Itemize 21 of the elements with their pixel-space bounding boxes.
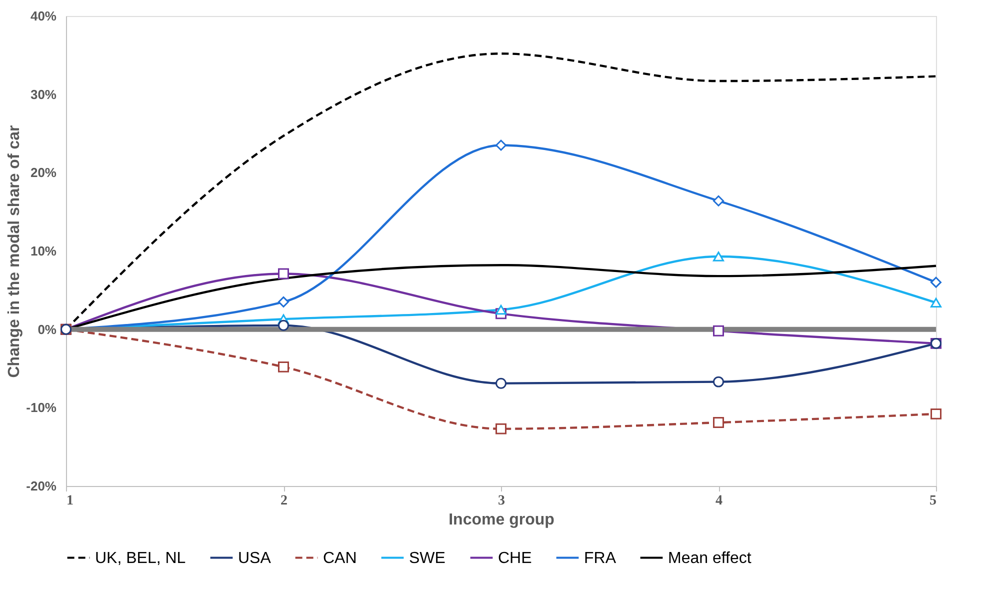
legend-label: CHE <box>498 550 532 567</box>
x-axis-title: Income group <box>448 512 555 528</box>
x-tick-label: 4 <box>716 494 722 508</box>
y-tick-label: 30% <box>30 86 57 102</box>
x-tick-label: 2 <box>280 494 288 508</box>
x-tick-label: 5 <box>930 494 936 508</box>
legend-label: UK, BEL, NL <box>95 550 186 567</box>
legend-label: Mean effect <box>668 550 752 567</box>
y-tick-label: 40% <box>30 8 57 24</box>
legend-label: USA <box>238 550 272 567</box>
y-tick-label: -10% <box>26 400 57 416</box>
legend-label: CAN <box>323 550 357 567</box>
y-tick-label: 20% <box>30 165 57 180</box>
legend-label: FRA <box>584 550 616 567</box>
legend-label: SWE <box>409 550 446 567</box>
y-tick-label: -20% <box>26 478 57 494</box>
y-tick-label: 10% <box>30 244 57 258</box>
x-tick-label: 1 <box>66 494 74 508</box>
x-tick-label: 3 <box>498 494 505 508</box>
y-tick-label: 0% <box>38 322 57 337</box>
y-axis-title: Change in the modal share of car <box>6 125 24 378</box>
